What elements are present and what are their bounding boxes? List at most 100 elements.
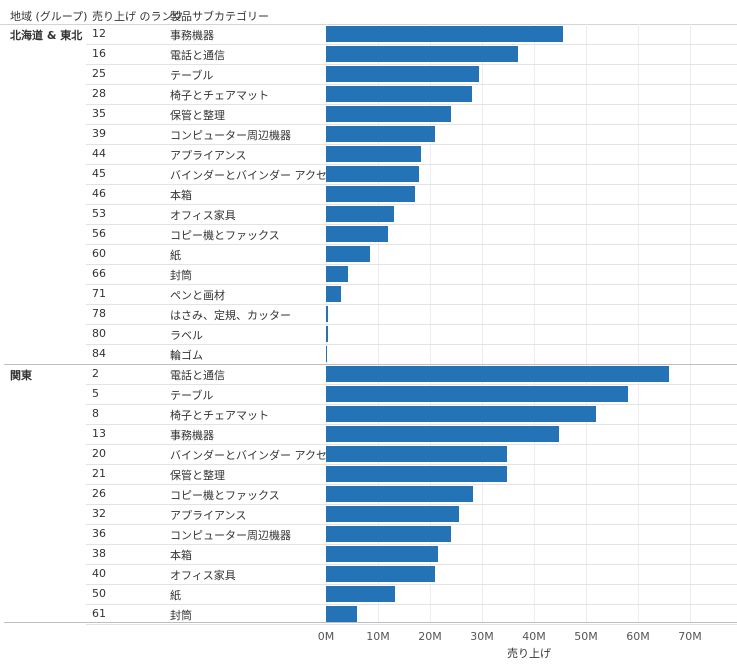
table-row[interactable]: 80 ラベル — [86, 324, 737, 345]
table-row[interactable]: 50 紙 — [86, 584, 737, 605]
sales-bar[interactable] — [326, 306, 328, 322]
table-row[interactable]: 71 ペンと画材 — [86, 284, 737, 305]
x-tick-label: 40M — [522, 630, 546, 643]
table-row[interactable]: 53 オフィス家具 — [86, 204, 737, 225]
table-row[interactable]: 39 コンピューター周辺機器 — [86, 124, 737, 145]
table-row[interactable]: 84 輪ゴム — [86, 344, 737, 365]
sales-bar[interactable] — [326, 566, 435, 582]
region-label[interactable]: 北海道 & 東北 — [10, 27, 82, 43]
table-row[interactable]: 25 テーブル — [86, 64, 737, 85]
rank-cell: 50 — [92, 587, 106, 600]
sales-bar[interactable] — [326, 426, 559, 442]
table-row[interactable]: 46 本箱 — [86, 184, 737, 205]
table-row[interactable]: 56 コピー機とファックス — [86, 224, 737, 245]
table-row[interactable]: 60 紙 — [86, 244, 737, 265]
table-row[interactable]: 40 オフィス家具 — [86, 564, 737, 585]
rank-cell: 32 — [92, 507, 106, 520]
table-row[interactable]: 38 本箱 — [86, 544, 737, 565]
sales-bar[interactable] — [326, 546, 438, 562]
sales-bar[interactable] — [326, 246, 370, 262]
table-row[interactable]: 35 保管と整理 — [86, 104, 737, 125]
table-row[interactable]: 13 事務機器 — [86, 424, 737, 445]
sales-bar[interactable] — [326, 266, 348, 282]
sales-bar[interactable] — [326, 366, 669, 382]
rank-cell: 60 — [92, 247, 106, 260]
table-row[interactable]: 12 事務機器 — [86, 24, 737, 45]
sales-bar[interactable] — [326, 406, 596, 422]
rank-cell: 8 — [92, 407, 99, 420]
rank-cell: 28 — [92, 87, 106, 100]
table-row[interactable]: 78 はさみ、定規、カッター — [86, 304, 737, 325]
sales-bar[interactable] — [326, 46, 518, 62]
rank-cell: 2 — [92, 367, 99, 380]
table-row[interactable]: 16 電話と通信 — [86, 44, 737, 65]
sales-bar[interactable] — [326, 606, 357, 622]
category-cell: アプライアンス — [170, 147, 246, 163]
sales-bar[interactable] — [326, 146, 421, 162]
category-cell: 椅子とチェアマット — [170, 407, 269, 423]
table-row[interactable]: 26 コピー機とファックス — [86, 484, 737, 505]
sales-bar[interactable] — [326, 206, 394, 222]
table-row[interactable]: 20 バインダーとバインダー アクセサリー — [86, 444, 737, 465]
table-row[interactable]: 2 電話と通信 — [86, 364, 737, 385]
category-cell: 事務機器 — [170, 27, 214, 43]
sales-bar[interactable] — [326, 346, 327, 362]
sales-bar[interactable] — [326, 486, 473, 502]
table-row[interactable]: 5 テーブル — [86, 384, 737, 405]
sales-bar[interactable] — [326, 126, 435, 142]
sales-bar[interactable] — [326, 326, 328, 342]
rank-cell: 61 — [92, 607, 106, 620]
table-row[interactable]: 36 コンピューター周辺機器 — [86, 524, 737, 545]
rank-cell: 78 — [92, 307, 106, 320]
rank-cell: 36 — [92, 527, 106, 540]
sales-bar[interactable] — [326, 66, 479, 82]
sales-bar[interactable] — [326, 26, 563, 42]
sales-bar[interactable] — [326, 386, 628, 402]
region-label[interactable]: 関東 — [10, 367, 32, 383]
sales-bar[interactable] — [326, 446, 507, 462]
category-cell: 椅子とチェアマット — [170, 87, 269, 103]
sales-bar[interactable] — [326, 86, 472, 102]
sales-bar[interactable] — [326, 506, 459, 522]
x-tick-label: 50M — [574, 630, 598, 643]
table-row[interactable]: 45 バインダーとバインダー アクセサリー — [86, 164, 737, 185]
table-row[interactable]: 32 アプライアンス — [86, 504, 737, 525]
x-axis-line — [4, 622, 737, 623]
sales-bar[interactable] — [326, 186, 415, 202]
sales-bar[interactable] — [326, 106, 451, 122]
x-tick-label: 0M — [318, 630, 335, 643]
table-row[interactable]: 21 保管と整理 — [86, 464, 737, 485]
category-column-header[interactable]: 製品サブカテゴリー — [170, 8, 269, 24]
category-cell: アプライアンス — [170, 507, 246, 523]
category-cell: テーブル — [170, 67, 213, 83]
rank-cell: 44 — [92, 147, 106, 160]
table-row[interactable]: 8 椅子とチェアマット — [86, 404, 737, 425]
column-header-bar: 地域 (グループ) 売り上げ のランク 製品サブカテゴリー — [0, 0, 737, 25]
category-cell: 電話と通信 — [170, 367, 225, 383]
sales-bar[interactable] — [326, 226, 388, 242]
sales-bar[interactable] — [326, 466, 507, 482]
x-tick-label: 30M — [470, 630, 494, 643]
sales-bar[interactable] — [326, 586, 395, 602]
category-cell: 輪ゴム — [170, 347, 203, 363]
x-tick-label: 20M — [418, 630, 442, 643]
category-cell: ラベル — [170, 327, 203, 343]
category-cell: コピー機とファックス — [170, 487, 280, 503]
rank-cell: 12 — [92, 27, 106, 40]
category-cell: 保管と整理 — [170, 467, 225, 483]
sales-bar[interactable] — [326, 286, 341, 302]
region-column-header[interactable]: 地域 (グループ) — [10, 8, 87, 24]
x-tick-label: 70M — [678, 630, 702, 643]
table-row[interactable]: 44 アプライアンス — [86, 144, 737, 165]
category-cell: 紙 — [170, 587, 181, 603]
rank-cell: 39 — [92, 127, 106, 140]
sales-bar[interactable] — [326, 526, 451, 542]
table-row[interactable]: 28 椅子とチェアマット — [86, 84, 737, 105]
rank-cell: 66 — [92, 267, 106, 280]
rank-cell: 71 — [92, 287, 106, 300]
category-cell: 事務機器 — [170, 427, 214, 443]
sales-bar[interactable] — [326, 166, 419, 182]
category-cell: コンピューター周辺機器 — [170, 127, 291, 143]
rank-cell: 21 — [92, 467, 106, 480]
table-row[interactable]: 66 封筒 — [86, 264, 737, 285]
